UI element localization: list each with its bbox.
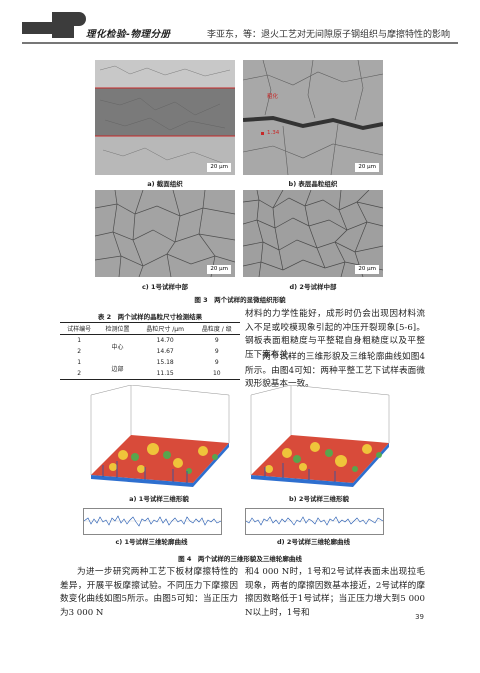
annotation-coarsening: 粗化 [267, 94, 279, 100]
figure3-caption: 图 3 两个试样的显微组织形貌 [194, 296, 286, 304]
table-header: 检测位置 [105, 326, 130, 333]
subfigure-label-4c: c) 1号试样三维轮廓曲线 [115, 538, 188, 546]
figure4-caption: 图 4 两个试样的三维形貌及三维轮廓曲线 [178, 555, 302, 563]
table-header: 晶粒度 / 级 [201, 326, 232, 333]
profile-curve-c [83, 508, 222, 535]
profile-curve-d [245, 508, 384, 535]
subfigure-label-d: d) 2号试样中部 [289, 283, 337, 291]
subfigure-label-c: c) 1号试样中部 [141, 283, 189, 291]
annotation-value: 1.34 [267, 130, 280, 136]
subfigure-label-4b: b) 2号试样三维形貌 [289, 495, 349, 503]
micrograph-d: 20 μm [243, 190, 383, 277]
paragraph-right-1: 材料的力学性能好，成形时仍会出现因材料流入不足或咬模现象引起的冲压开裂现象[5-… [245, 309, 425, 360]
micrograph-b: 粗化 1.34 20 μm [243, 60, 383, 175]
table-header: 晶粒尺寸 /μm [146, 326, 184, 333]
paragraph-bottom-right: 和4 000 N时，1号和2号试样表面未出现拉毛现象，两者的摩擦因数基本接近，2… [245, 567, 425, 618]
journal-name: 理化检验-物理分册 [86, 29, 171, 40]
table2-caption: 表 2 两个试样的晶粒尺寸检测结果 [97, 313, 203, 321]
table2: 试样编号 检测位置 晶粒尺寸 /μm 晶粒度 / 级 1 中心 14.70 9 … [60, 322, 240, 380]
journal-logo [22, 10, 172, 40]
scale-bar-b: 20 μm [355, 163, 379, 172]
subfigure-label-b: b) 表层晶粒组织 [288, 180, 338, 188]
table-row: 1 中心 14.70 9 [77, 337, 219, 351]
subfigure-label-4a: a) 1号试样三维形貌 [129, 495, 189, 503]
table-row: 2 14.67 9 [77, 348, 219, 355]
scale-bar-a: 20 μm [207, 163, 231, 172]
table-row: 1 边部 15.18 9 [77, 359, 219, 373]
surface-3d-b [243, 385, 395, 490]
scale-bar-c: 20 μm [207, 265, 231, 274]
micrograph-c: 20 μm [95, 190, 235, 277]
subfigure-label-a: a) 截面组织 [147, 180, 183, 188]
surface-3d-a [83, 385, 235, 490]
paragraph-bottom-left: 为进一步研究两种工艺下板材摩擦特性的差异，开展平板摩擦试验。不同压力下摩擦因数变… [60, 567, 238, 618]
subfigure-label-4d: d) 2号试样三维轮廓曲线 [277, 538, 350, 546]
running-title: 李亚东，等：退火工艺对无间隙原子钢组织与摩擦特性的影响 [206, 30, 450, 40]
paragraph-right-2: 两个试样的三维形貌及三维轮廓曲线如图4所示。由图4可知：两种平整工艺下试样表面微… [245, 352, 425, 389]
scale-bar-d: 20 μm [355, 265, 379, 274]
table-row: 2 11.15 10 [60, 368, 240, 380]
micrograph-a: 20 μm [95, 60, 235, 175]
header-rule [22, 42, 458, 44]
table-header: 试样编号 [67, 326, 92, 333]
page-number: 39 [415, 613, 424, 621]
